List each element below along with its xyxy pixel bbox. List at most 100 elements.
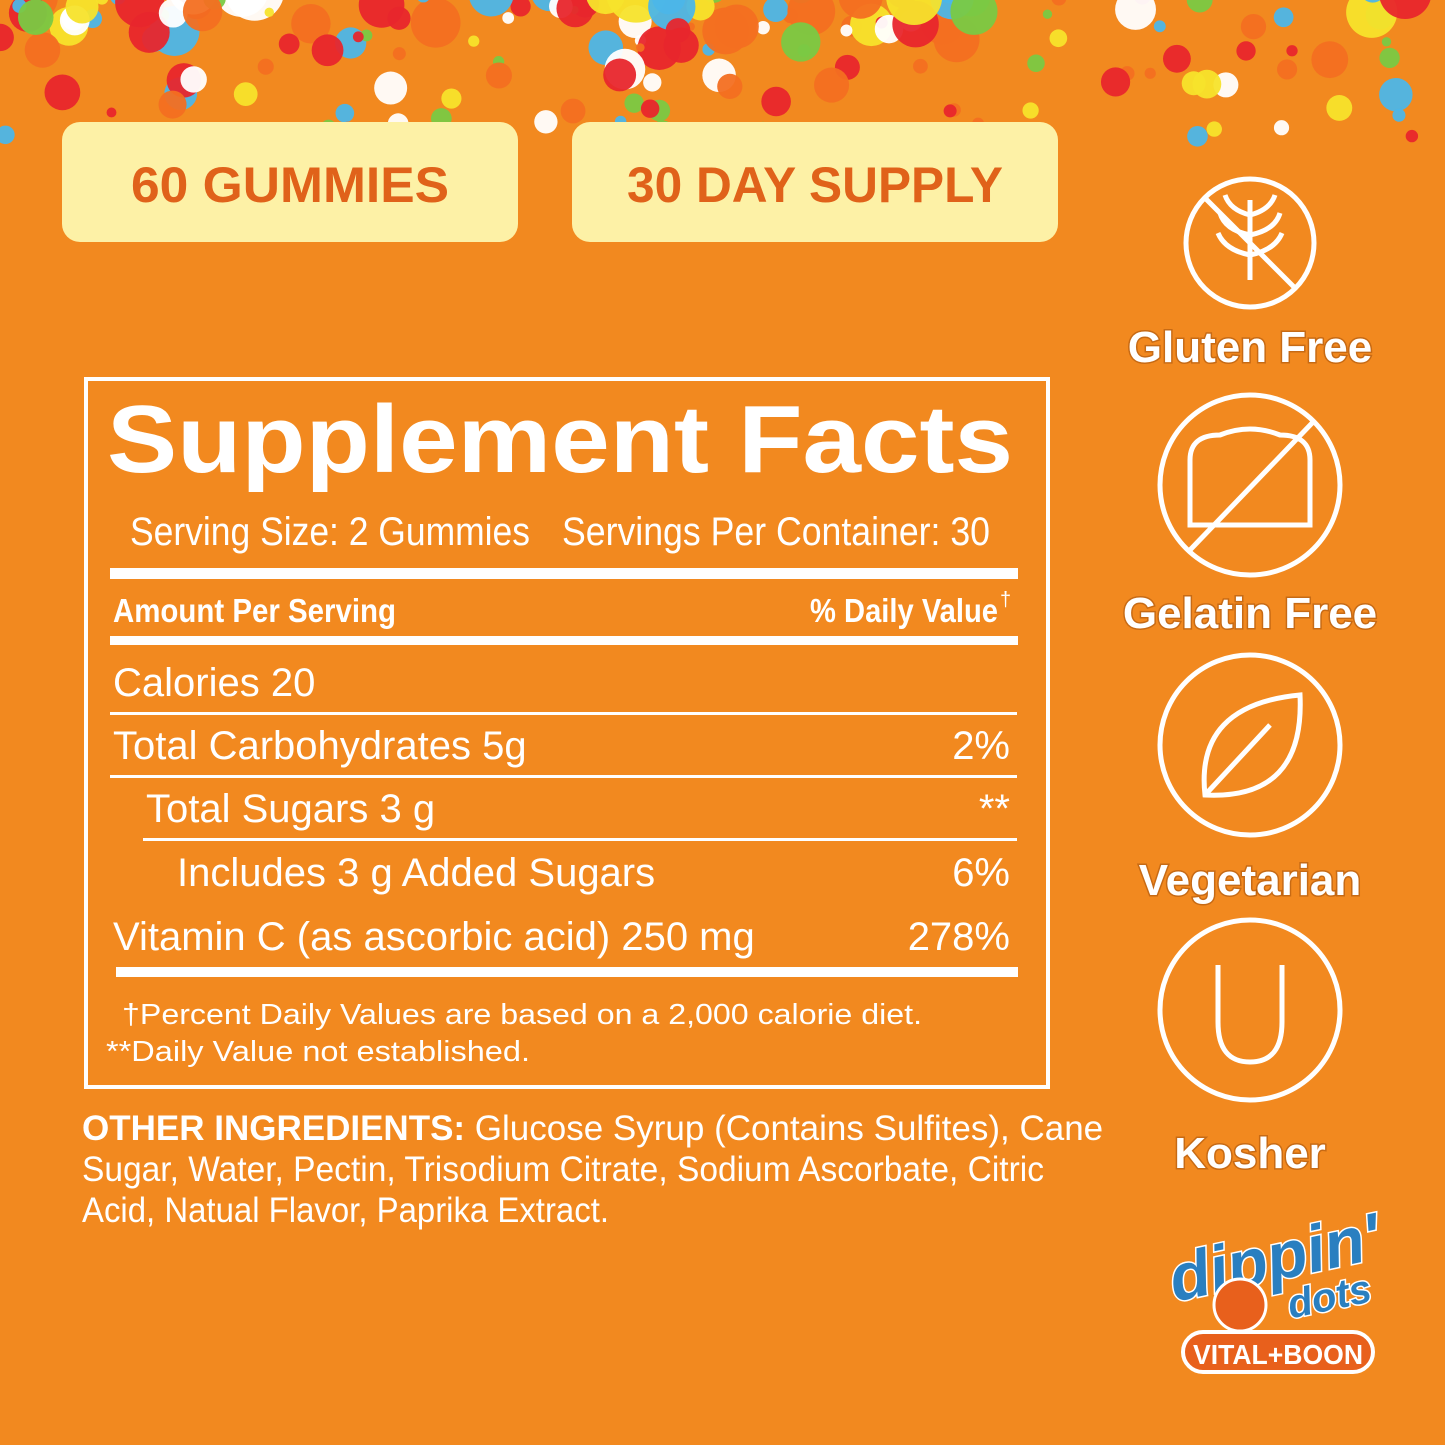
bubble bbox=[756, 20, 770, 35]
logo-maker: VITAL+BOON bbox=[1193, 1339, 1363, 1370]
facts-rows: Calories 20 Total Carbohydrates 5g 2% Total… bbox=[110, 661, 1017, 959]
bubble bbox=[1240, 13, 1267, 40]
bubble bbox=[838, 0, 883, 19]
row-rule bbox=[110, 712, 1017, 715]
facts-title: Supplement Facts bbox=[107, 386, 1013, 493]
bubble bbox=[1049, 29, 1068, 48]
bubble bbox=[417, 0, 429, 3]
bubble bbox=[65, 0, 99, 24]
bubble bbox=[1027, 54, 1045, 73]
bubble bbox=[335, 103, 355, 123]
bubble bbox=[534, 110, 558, 134]
bubble bbox=[640, 99, 660, 118]
row-name: Total Sugars 3 g bbox=[146, 787, 435, 831]
bubble bbox=[485, 62, 512, 89]
badge-text: 60 GUMMIES bbox=[131, 157, 449, 213]
bubble bbox=[1379, 0, 1431, 20]
row-dv: ** bbox=[979, 787, 1010, 831]
row-name: Includes 3 g Added Sugars bbox=[177, 851, 655, 895]
servings-per-container: Servings Per Container: 30 bbox=[562, 510, 990, 554]
claim-label: Kosher bbox=[1174, 1129, 1326, 1178]
ingredients: OTHER INGREDIENTS: Glucose Syrup (Contai… bbox=[82, 1109, 1103, 1148]
bubble bbox=[1381, 37, 1392, 47]
ingredients-line: Acid, Natual Flavor, Paprika Extract. bbox=[82, 1191, 609, 1230]
bubble bbox=[1379, 47, 1400, 69]
bubble bbox=[182, 0, 223, 32]
bubble bbox=[264, 7, 274, 18]
ingredients-line: Sugar, Water, Pectin, Trisodium Citrate,… bbox=[82, 1150, 1044, 1189]
gluten-icon bbox=[1183, 176, 1317, 310]
bubble bbox=[106, 107, 117, 118]
bubble bbox=[913, 58, 928, 74]
gelatin-icon bbox=[1157, 392, 1343, 578]
bubble bbox=[556, 0, 594, 28]
bubble bbox=[1115, 0, 1156, 30]
bubble bbox=[1379, 77, 1413, 112]
bubble bbox=[1153, 20, 1166, 33]
bubble bbox=[468, 35, 480, 47]
bubble bbox=[950, 0, 998, 35]
row-name: Calories 20 bbox=[113, 661, 315, 705]
bubble bbox=[216, 0, 267, 17]
bubble bbox=[1392, 108, 1406, 122]
bubble bbox=[717, 73, 743, 100]
bubble bbox=[781, 22, 821, 62]
bubble bbox=[886, 0, 942, 25]
bubble bbox=[1187, 125, 1208, 147]
badge-text: 30 DAY SUPPLY bbox=[627, 157, 1003, 213]
bubble bbox=[95, 0, 109, 5]
bubble bbox=[586, 0, 625, 15]
bubble bbox=[278, 33, 300, 55]
bubble bbox=[352, 31, 364, 43]
row-rule bbox=[143, 838, 1017, 841]
bubble bbox=[1206, 121, 1222, 137]
bubble bbox=[469, 0, 513, 17]
bubble bbox=[1042, 9, 1053, 19]
dagger: † bbox=[1000, 589, 1011, 611]
rule bbox=[116, 967, 1018, 977]
badge bbox=[572, 122, 1058, 242]
bubble bbox=[387, 6, 411, 30]
rule bbox=[110, 636, 1018, 645]
bubble bbox=[1192, 69, 1222, 99]
footnote: †Percent Daily Values are based on a 2,0… bbox=[122, 999, 922, 1031]
amount-header: Amount Per Serving bbox=[113, 592, 396, 629]
rule bbox=[110, 568, 1018, 579]
vegetarian-icon bbox=[1157, 652, 1343, 838]
bubble bbox=[257, 58, 274, 75]
bubble bbox=[1286, 45, 1298, 57]
claim-label: Gluten Free bbox=[1128, 323, 1373, 372]
claim-label: Vegetarian bbox=[1139, 856, 1362, 905]
bubble bbox=[374, 71, 408, 105]
bubble bbox=[840, 24, 853, 37]
bubble bbox=[1022, 102, 1039, 119]
row-dv: 2% bbox=[952, 724, 1010, 768]
bubble bbox=[158, 0, 188, 28]
bubble bbox=[1277, 59, 1298, 80]
bubble bbox=[1273, 7, 1294, 28]
bubble bbox=[1100, 67, 1131, 97]
bubble bbox=[233, 82, 258, 107]
bubble bbox=[180, 66, 207, 93]
bubble bbox=[1365, 0, 1381, 3]
bubble bbox=[0, 23, 14, 52]
footnote: **Daily Value not established. bbox=[106, 1036, 530, 1068]
bubble bbox=[441, 88, 462, 109]
bubble bbox=[392, 47, 406, 61]
bubble bbox=[761, 86, 791, 117]
bubble bbox=[560, 98, 586, 124]
row-dv: 278% bbox=[908, 915, 1010, 959]
row-name: Vitamin C (as ascorbic acid) 250 mg bbox=[113, 915, 755, 959]
bubble bbox=[1326, 94, 1353, 121]
bubble bbox=[291, 4, 331, 44]
bubble bbox=[1236, 41, 1256, 61]
bubble bbox=[663, 27, 699, 63]
row-rule bbox=[110, 775, 1017, 778]
bubble bbox=[311, 34, 344, 67]
kosher-icon bbox=[1157, 917, 1343, 1103]
bubble bbox=[1162, 44, 1191, 73]
badge bbox=[62, 122, 518, 242]
bubbles bbox=[0, 0, 1431, 147]
bubble bbox=[624, 93, 644, 113]
bubble bbox=[115, 0, 165, 28]
